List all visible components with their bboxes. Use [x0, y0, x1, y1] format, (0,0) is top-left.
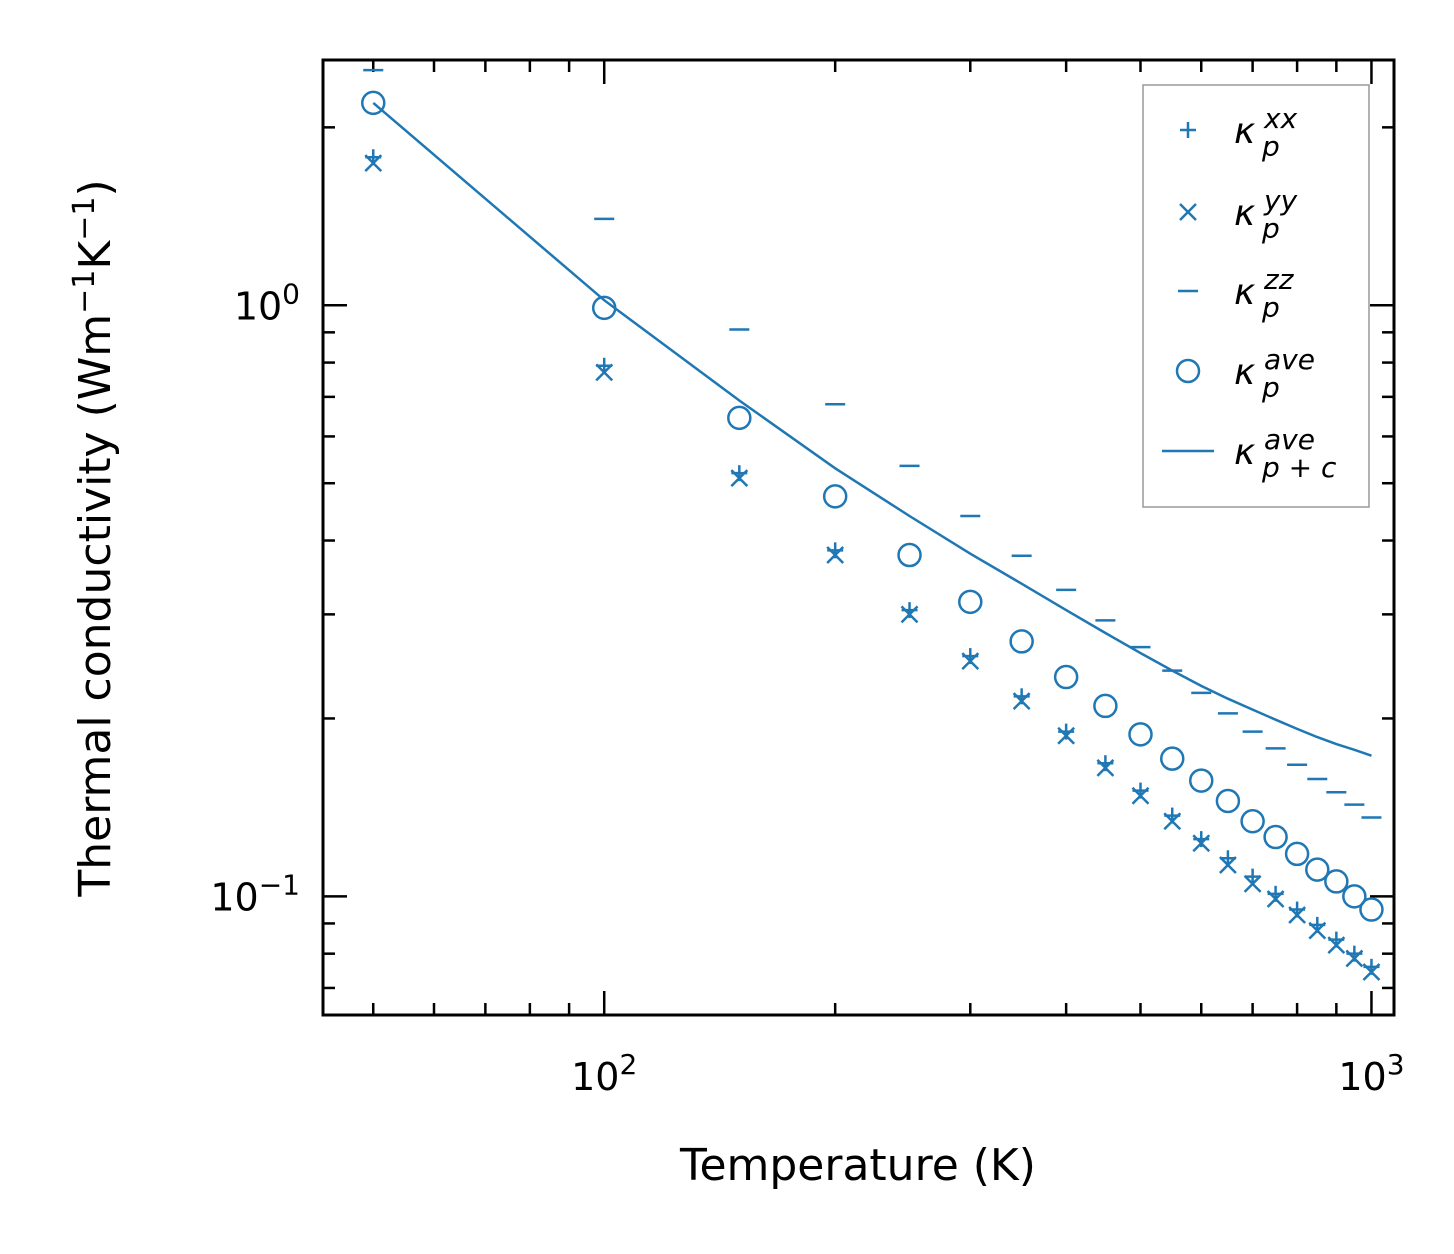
y-axis-title: Thermal conductivity (Wm−1K−1): [67, 179, 121, 897]
y-tick-label: 10−1: [210, 868, 300, 919]
point-kave: [361, 90, 386, 116]
point-kave: [1188, 768, 1214, 793]
point-kyy: [961, 652, 980, 671]
legend-label-2: κ yy p: [1234, 184, 1298, 245]
legend-label-3: κ zz p: [1234, 263, 1295, 324]
point-kave: [897, 542, 922, 568]
point-kxx: [1244, 868, 1261, 885]
legend-marker-1: [1180, 122, 1196, 138]
point-kyy: [1362, 963, 1381, 981]
point-kyy: [364, 154, 383, 172]
plot-frame: [321, 58, 1396, 1017]
x-tick-label: 103: [1338, 1048, 1404, 1099]
point-kave: [1215, 788, 1241, 814]
legend-label-5: κ ave p + c: [1234, 423, 1337, 484]
point-kave: [1263, 824, 1288, 850]
x-tick-label: 102: [571, 1048, 637, 1099]
legend-marker-2: [1179, 203, 1197, 221]
point-kyy: [595, 363, 614, 382]
point-kyy: [826, 546, 845, 564]
point-kyy: [730, 469, 749, 488]
point-kyy: [1266, 890, 1285, 908]
point-kave: [1324, 869, 1349, 894]
point-kave: [1284, 841, 1310, 867]
tick-labels: 102 103 100 10−1: [210, 277, 1404, 1099]
point-kyy: [900, 605, 919, 624]
point-kyy: [1288, 906, 1306, 924]
x-axis-title: Temperature (K): [679, 1140, 1036, 1191]
point-kyy: [1131, 786, 1150, 805]
point-kyy: [1345, 949, 1364, 968]
point-kave: [822, 484, 848, 509]
y-tick-label: 100: [234, 277, 300, 328]
point-kave: [1305, 857, 1330, 882]
point-kave: [1093, 693, 1118, 719]
point-kyy: [1308, 921, 1327, 940]
axis-ticks: [323, 60, 1394, 1015]
legend-marker-4: [1175, 358, 1201, 384]
point-kyy: [1096, 758, 1115, 777]
point-kave: [727, 405, 752, 431]
point-kave: [1359, 897, 1384, 922]
legend: κ xx p κ yy p κ zz p κ ave p κ ave p + c: [1142, 84, 1370, 508]
point-kave: [1240, 809, 1265, 834]
point-kave: [958, 589, 983, 615]
point-kave: [1342, 884, 1367, 909]
point-kave: [1053, 664, 1079, 690]
point-kave: [1009, 629, 1034, 654]
point-kyy: [1057, 726, 1076, 745]
point-kyy: [1327, 936, 1346, 955]
legend-label-4: κ ave p: [1234, 343, 1315, 404]
point-kyy: [1243, 874, 1262, 893]
point-kave: [1128, 722, 1153, 747]
point-kyy: [1192, 834, 1211, 853]
point-kyy: [1012, 692, 1031, 710]
point-kyy: [1219, 856, 1237, 874]
point-kave: [1160, 746, 1185, 771]
point-kyy: [1163, 812, 1182, 831]
series-line-kc: [372, 101, 1372, 757]
legend-label-1: κ xx p: [1234, 102, 1298, 163]
legend-box: [1142, 84, 1370, 508]
plot-marks: [361, 68, 1384, 981]
